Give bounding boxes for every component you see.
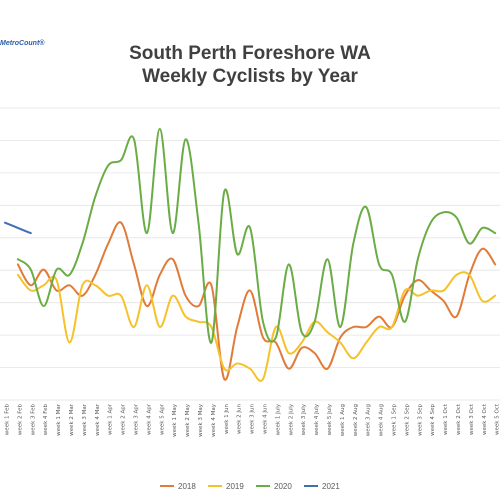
x-tick-label: week 3 Oct: [469, 403, 475, 435]
x-tick-label: week 4 Feb: [43, 403, 49, 435]
x-tick-label: week 4 Sep: [430, 404, 436, 436]
x-tick-label: week 4 Mar: [95, 403, 101, 436]
x-tick-label: week 4 July: [314, 403, 320, 435]
x-tick-label: week 1 Feb: [5, 403, 11, 435]
x-tick-label: week 1 Mar: [56, 403, 62, 436]
x-tick-label: week 3 Apr: [134, 403, 140, 435]
x-tick-label: week 2 Feb: [17, 403, 23, 435]
series-line-2019: [16, 271, 497, 382]
legend-label: 2020: [274, 482, 292, 491]
x-tick-label: week 3 July: [301, 403, 307, 435]
legend-label: 2018: [178, 482, 196, 491]
legend-item-2020: 2020: [256, 482, 292, 491]
chart-title-line-1: South Perth Foreshore WA: [129, 43, 371, 64]
series-line-2018: [16, 221, 497, 381]
x-tick-label: week 4 Jun: [263, 403, 269, 434]
x-tick-label: week 3 Aug: [366, 404, 372, 436]
x-tick-label: week 2 Mar: [69, 403, 75, 436]
legend-item-2018: 2018: [160, 482, 196, 491]
x-tick-label: week 4 May: [211, 403, 217, 437]
legend: 2018 2019 2020 2021: [160, 482, 340, 491]
x-tick-label: week 1 Apr: [108, 403, 114, 435]
x-tick-label: week 2 May: [185, 403, 191, 437]
chart-title: South Perth Foreshore WA Weekly Cyclists…: [0, 42, 500, 88]
gridlines: [0, 107, 500, 401]
x-tick-label: week 1 Sep: [392, 404, 398, 436]
x-tick-label: week 4 Oct: [482, 403, 488, 435]
x-tick-label: week 3 Jun: [250, 403, 256, 434]
x-tick-label: week 3 May: [198, 403, 204, 437]
x-tick-label: week 2 Sep: [404, 404, 410, 436]
chart-title-line-2: Weekly Cyclists by Year: [142, 66, 358, 87]
x-tick-label: week 4 Aug: [379, 404, 385, 436]
x-tick-label: week 2 July: [288, 403, 294, 435]
x-tick-label: week 5 Oct: [495, 403, 500, 435]
x-tick-label: week 1 Jun: [224, 403, 230, 434]
x-tick-label: week 3 Feb: [30, 403, 36, 435]
x-tick-label: week 3 Sep: [417, 404, 423, 436]
x-tick-label: week 1 Oct: [443, 403, 449, 435]
x-tick-label: week 2 Jun: [237, 403, 243, 434]
x-tick-label: week 5 Apr: [159, 403, 165, 435]
legend-item-2019: 2019: [208, 482, 244, 491]
x-tick-label: week 2 Aug: [353, 404, 359, 436]
x-tick-label: week 5 July: [327, 403, 333, 435]
x-tick-label: week 2 Oct: [456, 403, 462, 435]
series-lines: [4, 127, 497, 382]
x-tick-label: week 1 May: [172, 403, 178, 437]
series-line-2021: [4, 221, 32, 235]
series-line-2020: [16, 127, 497, 344]
legend-label: 2021: [322, 482, 340, 491]
x-tick-label: week 4 Apr: [146, 403, 152, 435]
x-tick-label: week 1 July: [275, 403, 281, 435]
x-tick-label: week 2 Apr: [121, 403, 127, 435]
x-tick-label: week 3 Mar: [82, 403, 88, 436]
metrocount-logo: MetroCount®: [0, 40, 45, 47]
x-axis-tick-labels: week 1 Feb week 2 Feb week 3 Feb week 4 Feb…: [5, 403, 500, 437]
legend-label: 2019: [226, 482, 244, 491]
legend-item-2021: 2021: [304, 482, 340, 491]
x-tick-label: week 1 Aug: [340, 404, 346, 436]
